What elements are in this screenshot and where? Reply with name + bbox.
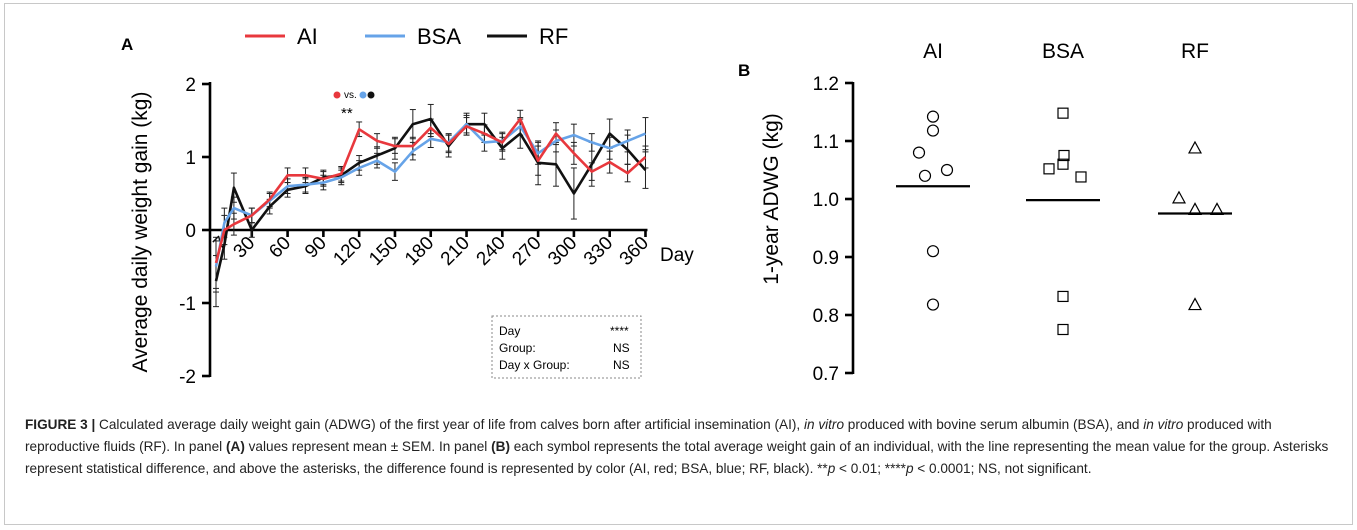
- b-category-label-rf: RF: [1181, 40, 1209, 63]
- caption-text-1: Calculated average daily weight gain (AD…: [95, 417, 804, 432]
- y-tick-label: -1: [179, 294, 196, 315]
- series-ai-line: [214, 117, 647, 264]
- x-tick-label: 90: [301, 233, 331, 263]
- caption-bold-a: (A): [225, 439, 245, 454]
- stats-value-1: NS: [613, 341, 630, 355]
- legend: AI BSA RF: [245, 24, 568, 49]
- b-point-ai: [918, 169, 932, 182]
- b-y-tick-label: 0.7: [813, 364, 839, 385]
- b-point-ai: [926, 298, 940, 311]
- b-y-tick-label: 0.9: [813, 248, 839, 269]
- caption-text-7: < 0.0001; NS, not significant.: [913, 461, 1092, 476]
- y-tick-label: -2: [179, 367, 196, 388]
- b-point-rf: [1187, 202, 1203, 216]
- series-rf-line: [214, 117, 647, 282]
- caption-italic-1: in vitro: [803, 417, 845, 432]
- stats-box: Day **** Group: NS Day x Group: NS: [491, 315, 642, 379]
- stats-term-1: Group:: [499, 341, 536, 355]
- stats-box-border: [491, 315, 642, 379]
- figure-frame: A AI BSA RF -2 -1 0 1 2 7 30 60 90 120 150 180 210 240 2…: [4, 3, 1353, 525]
- b-point-rf: [1171, 190, 1187, 204]
- b-point-rf: [1209, 202, 1225, 216]
- x-tick-label: 300: [544, 233, 581, 270]
- x-tick-label: 180: [401, 233, 438, 270]
- legend-label-bsa: BSA: [417, 24, 461, 49]
- y-tick-label: 0: [185, 221, 196, 242]
- b-point-ai: [912, 146, 926, 159]
- series-bsa-errors: [213, 114, 649, 293]
- x-tick-label: 30: [230, 233, 260, 263]
- b-point-bsa: [1058, 149, 1070, 162]
- b-point-bsa: [1057, 290, 1069, 303]
- caption-text-4: values represent mean ± SEM. In panel: [244, 439, 492, 454]
- panel-a-y-axis-title: Average daily weight gain (kg): [129, 92, 152, 373]
- caption-lead: FIGURE 3 |: [25, 417, 96, 432]
- b-point-bsa: [1057, 323, 1069, 336]
- caption-text-3: produced with reproductive fluids (RF). …: [25, 417, 1272, 454]
- stats-term-2: Day x Group:: [499, 358, 570, 372]
- x-tick-label: 240: [473, 233, 510, 270]
- b-y-tick-label: 0.8: [813, 306, 839, 327]
- y-tick-label: 1: [185, 148, 196, 169]
- b-point-bsa: [1043, 163, 1055, 175]
- stats-term-0: Day: [499, 324, 520, 338]
- b-point-ai: [926, 110, 940, 123]
- legend-label-ai: AI: [297, 24, 318, 49]
- panel-a-x-axis-title: Day: [660, 245, 694, 266]
- b-point-bsa: [1057, 107, 1069, 119]
- significance-marker: vs. **: [333, 90, 375, 122]
- panel-b-label: B: [738, 61, 750, 80]
- caption-text-6: < 0.01; ****: [835, 461, 906, 476]
- caption-italic-p1: p: [827, 461, 836, 476]
- b-point-rf: [1187, 297, 1203, 311]
- caption-italic-p2: p: [905, 461, 914, 476]
- x-tick-label: 60: [265, 233, 295, 263]
- b-point-ai: [940, 163, 954, 177]
- b-y-tick-label: 1.2: [813, 74, 839, 95]
- y-tick-label: 2: [185, 75, 196, 96]
- series-bsa-line: [214, 122, 646, 267]
- x-tick-label: 360: [616, 233, 653, 270]
- sig-dot-ai: [333, 91, 341, 99]
- panel-b-chart: 0.7 0.8 0.9 1.0 1.1 1.2 AI BSA RF: [813, 40, 1232, 385]
- sig-dot-rf: [367, 91, 375, 99]
- b-point-bsa: [1057, 158, 1069, 170]
- x-tick-label: 210: [437, 233, 474, 270]
- b-point-ai: [926, 245, 940, 258]
- sig-vs-text: vs.: [344, 90, 357, 101]
- x-tick-label: 120: [329, 233, 366, 270]
- x-tick-label: 270: [508, 233, 545, 270]
- b-category-label-bsa: BSA: [1042, 40, 1084, 63]
- b-point-ai: [926, 124, 940, 137]
- caption-italic-2: in vitro: [1143, 417, 1184, 432]
- b-category-label-ai: AI: [923, 40, 943, 63]
- sig-dot-bsa: [359, 91, 367, 99]
- legend-label-rf: RF: [539, 24, 568, 49]
- figure-caption: FIGURE 3 | Calculated average daily weig…: [25, 414, 1345, 480]
- sig-stars: **: [341, 105, 353, 122]
- b-y-tick-label: 1.1: [813, 132, 839, 153]
- caption-bold-b: (B): [491, 439, 510, 454]
- caption-text-5: each symbol represents the total average…: [25, 439, 1329, 476]
- x-tick-label: 330: [580, 233, 617, 270]
- panel-a-label: A: [121, 35, 133, 54]
- stats-value-0: ****: [610, 324, 629, 338]
- caption-text-2: produced with bovine serum albumin (BSA)…: [844, 417, 1144, 432]
- b-y-tick-label: 1.0: [813, 190, 839, 211]
- b-point-bsa: [1075, 171, 1087, 183]
- stats-value-2: NS: [613, 358, 630, 372]
- x-tick-label: 150: [365, 233, 402, 270]
- b-point-rf: [1187, 140, 1203, 154]
- panel-b-y-axis-title: 1-year ADWG (kg): [760, 113, 783, 285]
